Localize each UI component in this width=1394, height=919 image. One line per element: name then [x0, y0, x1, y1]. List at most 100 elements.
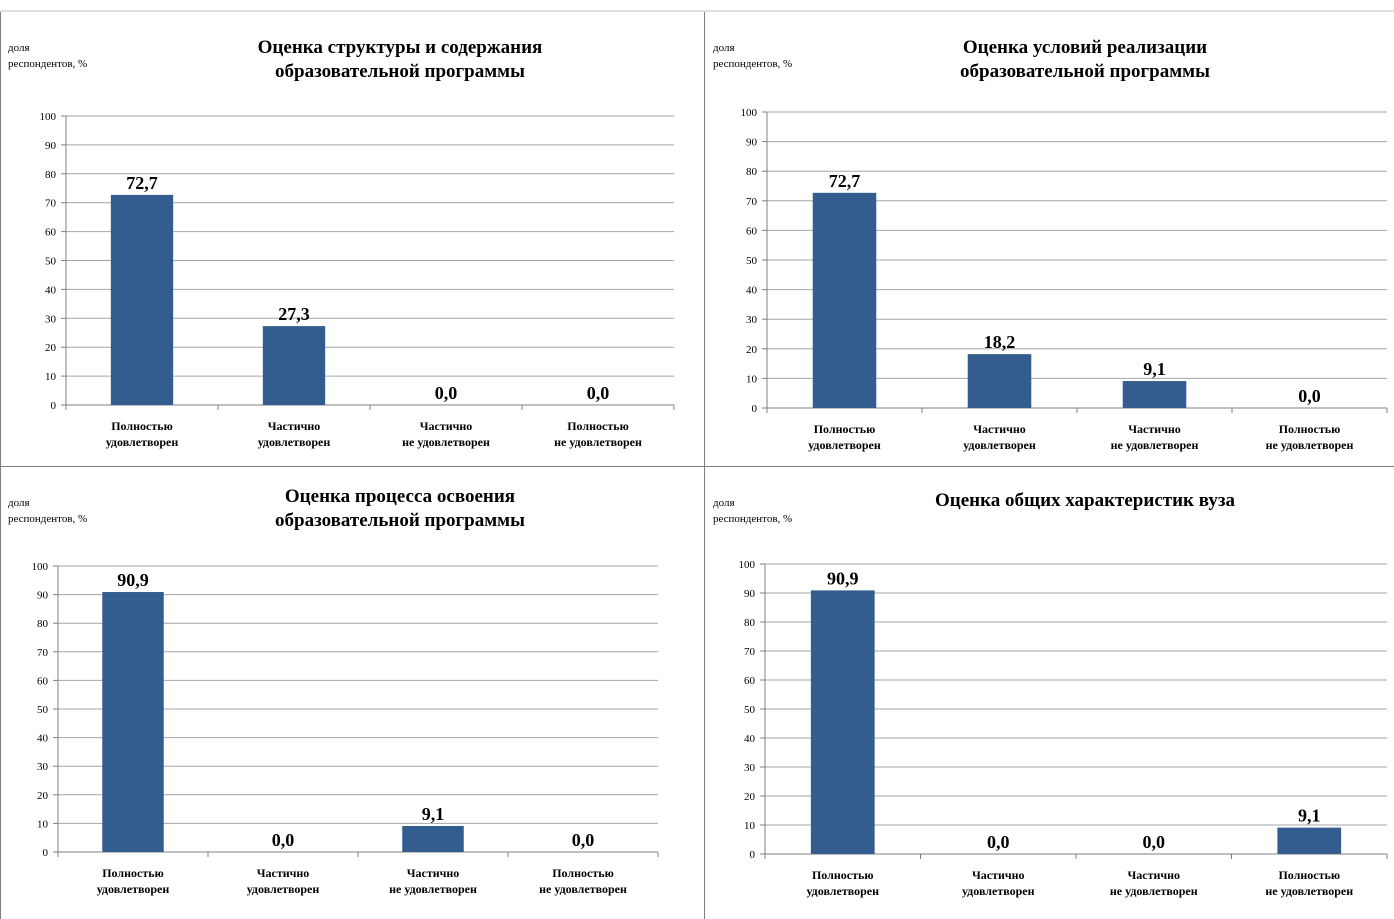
y-tick-label: 20 [746, 344, 758, 356]
bar [967, 354, 1032, 408]
data-label: 9,1 [1143, 359, 1166, 379]
data-label: 90,9 [117, 570, 149, 590]
chart-title-line: образовательной программы [960, 61, 1210, 82]
y-axis-label-line: респондентов, % [8, 58, 88, 70]
data-label: 72,7 [126, 173, 158, 193]
y-tick-label: 0 [750, 849, 756, 861]
x-category-label: Полностью [814, 422, 876, 436]
y-tick-label: 60 [746, 225, 758, 237]
data-label: 27,3 [278, 304, 310, 324]
bar [110, 194, 174, 405]
x-category-label: Полностью [1278, 868, 1340, 882]
x-category-label: Полностью [111, 419, 173, 433]
y-tick-label: 20 [45, 342, 57, 354]
y-tick-label: 30 [744, 762, 756, 774]
x-category-label: Полностью [567, 419, 629, 433]
chart-title: Оценка условий реализации образовательно… [835, 36, 1335, 84]
bar-chart-process: 0 10 20 30 40 50 60 70 80 90 100 90,9 Полностью удовл… [32, 561, 659, 896]
chart-title: Оценка структуры и содержания образовате… [150, 36, 650, 84]
x-category-label: не удовлетворен [389, 882, 477, 896]
y-tick-label: 20 [744, 791, 756, 803]
x-category-label: Частично [972, 868, 1025, 882]
data-label: 0,0 [1298, 386, 1321, 406]
y-tick-label: 70 [45, 198, 57, 210]
data-label: 0,0 [435, 383, 458, 403]
x-category-label: не удовлетворен [1110, 884, 1198, 898]
y-axis-label: доля респондентов, % [8, 495, 87, 527]
top-ruler [0, 10, 1394, 12]
y-tick-label: 10 [746, 373, 758, 385]
left-border [0, 12, 1, 919]
y-axis-label-line: респондентов, % [713, 58, 793, 70]
y-tick-label: 100 [741, 107, 758, 119]
chart-title-line: Оценка процесса освоения [284, 486, 516, 507]
y-tick-label: 90 [37, 590, 49, 602]
x-category-label: удовлетворен [247, 882, 320, 896]
bar-chart-university: 0 10 20 30 40 50 60 70 80 90 100 90,9 Полностью удовл… [739, 559, 1388, 898]
x-category-label: не удовлетворен [1111, 438, 1199, 452]
horizontal-divider [0, 466, 1394, 467]
data-label: 0,0 [572, 830, 595, 850]
x-category-label: удовлетворен [963, 438, 1036, 452]
chart-panel-university: доля респондентов, % Оценка общих характ… [705, 467, 1394, 919]
y-tick-label: 100 [40, 111, 57, 123]
data-label: 18,2 [984, 332, 1016, 352]
y-tick-label: 70 [744, 646, 756, 658]
chart-title-line: образовательной программы [275, 61, 525, 82]
x-category-label: Полностью [812, 868, 874, 882]
x-category-label: не удовлетворен [554, 435, 642, 449]
x-category-label: Полностью [1279, 422, 1341, 436]
y-axis-label: доля респондентов, % [8, 40, 87, 72]
y-tick-label: 50 [744, 704, 756, 716]
y-tick-label: 30 [746, 314, 758, 326]
y-tick-label: 0 [43, 847, 49, 859]
x-category-label: не удовлетворен [1265, 884, 1353, 898]
chart-title-line: образовательной программы [275, 510, 525, 531]
vertical-divider [704, 12, 705, 919]
y-tick-label: 20 [37, 790, 49, 802]
bar [402, 825, 464, 852]
y-tick-label: 0 [752, 403, 758, 415]
y-tick-label: 80 [744, 617, 756, 629]
data-label: 0,0 [272, 830, 295, 850]
x-category-label: Полностью [102, 866, 164, 880]
bar [262, 326, 326, 405]
y-tick-label: 10 [744, 820, 756, 832]
x-category-label: удовлетворен [258, 435, 331, 449]
x-category-label: Частично [1127, 868, 1180, 882]
data-label: 9,1 [422, 804, 445, 824]
y-tick-label: 10 [37, 818, 49, 830]
y-tick-label: 30 [37, 761, 49, 773]
data-label: 9,1 [1298, 806, 1321, 826]
x-category-label: удовлетворен [808, 438, 881, 452]
bar [810, 590, 875, 854]
y-tick-label: 0 [51, 400, 57, 412]
y-tick-label: 40 [45, 284, 57, 296]
y-tick-label: 90 [746, 137, 758, 149]
y-tick-label: 50 [45, 256, 57, 268]
y-axis-label-line: респондентов, % [8, 513, 88, 525]
y-tick-label: 40 [744, 733, 756, 745]
bar [1122, 381, 1187, 408]
x-category-label: удовлетворен [962, 884, 1035, 898]
y-tick-label: 40 [37, 733, 49, 745]
y-tick-label: 100 [32, 561, 49, 573]
data-label: 90,9 [827, 568, 859, 588]
x-category-label: не удовлетворен [1266, 438, 1354, 452]
y-tick-label: 40 [746, 285, 758, 297]
y-axis-label-line: доля [713, 42, 735, 54]
y-axis-label-line: доля [713, 497, 735, 509]
x-category-label: Частично [1128, 422, 1181, 436]
bar-chart-conditions: 0 10 20 30 40 50 60 70 80 90 100 72,7 Полностью удовл… [741, 107, 1388, 452]
y-tick-label: 90 [744, 588, 756, 600]
bar [102, 592, 164, 852]
y-axis-label: доля респондентов, % [713, 495, 792, 527]
y-tick-label: 70 [37, 647, 49, 659]
chart-title-line: Оценка условий реализации [962, 37, 1208, 58]
y-tick-label: 30 [45, 313, 57, 325]
x-category-label: удовлетворен [97, 882, 170, 896]
chart-title: Оценка процесса освоения образовательной… [150, 485, 650, 533]
x-category-label: Частично [420, 419, 473, 433]
x-category-label: Частично [973, 422, 1026, 436]
y-tick-label: 60 [744, 675, 756, 687]
